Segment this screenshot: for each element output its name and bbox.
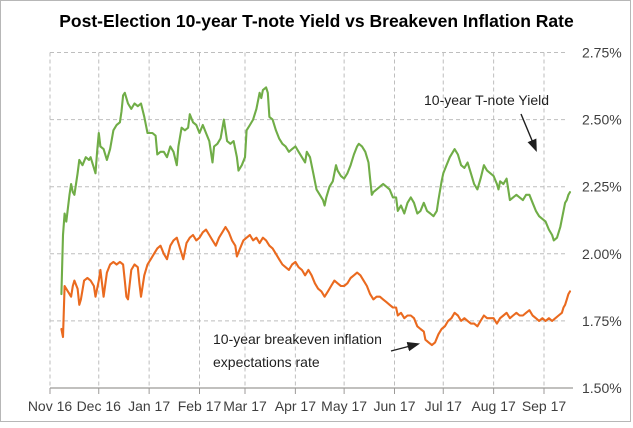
x-tick-label: Dec 16 [77,398,122,414]
x-tick-label: Sep 17 [522,398,567,414]
breakeven-series-line [60,225,572,347]
y-tick-label: 2.75% [582,45,622,61]
y-tick-label: 2.50% [582,112,622,128]
x-tick-label: Nov 16 [28,398,73,414]
tnote-annotation-label: 10-year T-note Yield [424,92,550,108]
breakeven-annotation-arrow [390,342,421,352]
y-tick-label: 2.00% [582,246,622,262]
y-tick-label: 1.50% [582,380,622,396]
breakeven-annotation-label: 10-year breakeven inflation expectations… [213,328,382,374]
x-tick-label: Jan 17 [128,398,170,414]
x-tick-label: Aug 17 [471,398,516,414]
x-tick-label: Apr 17 [275,398,316,414]
tnote-annotation-arrow [520,113,537,152]
data-series [60,86,572,347]
y-tick-label: 2.25% [582,179,622,195]
annotation-arrows [390,113,537,352]
axes [49,387,573,394]
x-tick-label: Feb 17 [178,398,222,414]
x-tick-label: Mar 17 [223,398,267,414]
x-tick-label: May 17 [321,398,367,414]
tnote-series-line [60,86,572,296]
chart-title: Post-Election 10-year T-note Yield vs Br… [59,11,574,31]
axis-tick-labels: 2.75% 2.50% 2.25% 2.00% 1.75% 1.50% Nov 16 Dec … [28,45,622,415]
x-tick-label: Jun 17 [373,398,415,414]
y-tick-label: 1.75% [582,313,622,329]
breakeven-annotation-line2: expectations rate [213,354,320,370]
x-tick-label: Jul 17 [425,398,463,414]
breakeven-annotation-line1: 10-year breakeven inflation [213,331,382,347]
